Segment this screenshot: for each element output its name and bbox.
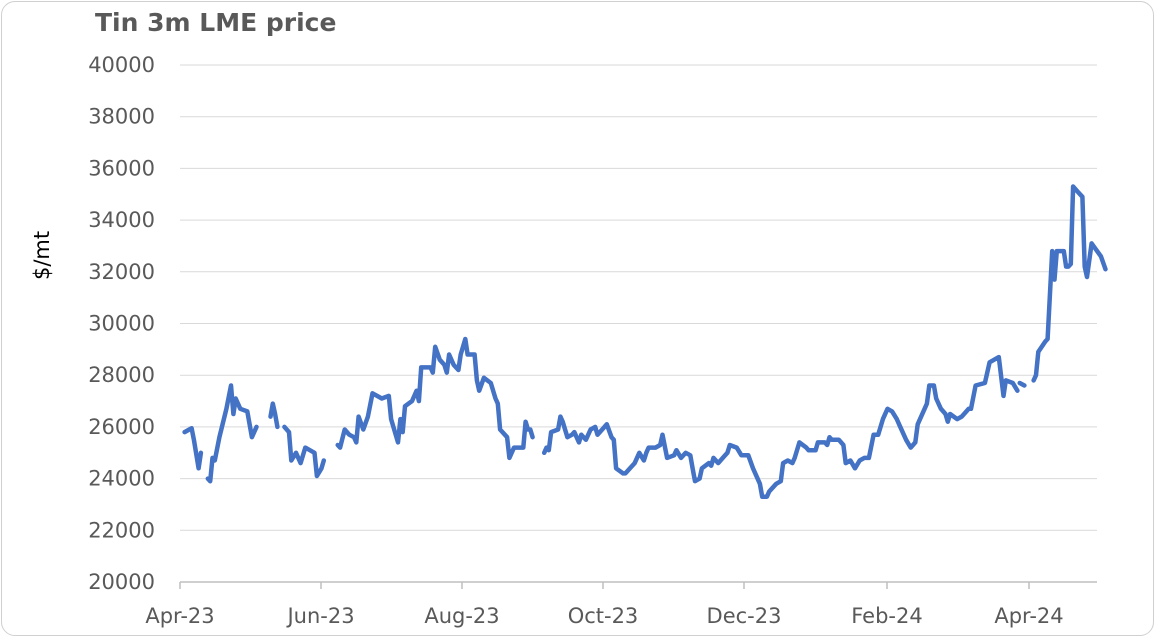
price-series: [182, 184, 1108, 499]
x-tick-label: Jun-23: [285, 604, 354, 628]
series-line-segment: [268, 401, 280, 430]
x-tick-label: Oct-23: [568, 604, 639, 628]
y-tick-label: 24000: [88, 467, 155, 491]
gridlines: [180, 64, 1097, 531]
y-tick-label: 32000: [88, 260, 155, 284]
x-axis: Apr-23 Jun-23 Aug-23 Oct-23 Dec-23 Feb-24 Apr-…: [145, 581, 1097, 628]
series-line-segment: [1017, 380, 1027, 388]
chart-title: Tin 3m LME price: [95, 8, 337, 37]
x-tick-label: Apr-24: [994, 604, 1063, 628]
x-tick-label: Feb-24: [851, 604, 922, 628]
y-tick-label: 28000: [88, 363, 155, 387]
y-tick-label: 36000: [88, 156, 155, 180]
y-tick-label: 30000: [88, 312, 155, 336]
y-tick-label: 34000: [88, 208, 155, 232]
y-tick-label: 38000: [88, 105, 155, 129]
y-tick-label: 40000: [88, 53, 155, 77]
series-line-segment: [205, 383, 259, 484]
y-tick-label: 20000: [88, 570, 155, 594]
series-line-segment: [528, 427, 535, 440]
series-line-segment: [282, 424, 327, 479]
y-tick-label: 26000: [88, 415, 155, 439]
x-tick-label: Apr-23: [145, 604, 214, 628]
x-tick-label: Dec-23: [707, 604, 782, 628]
series-line-segment: [182, 425, 204, 471]
x-tick-label: Aug-23: [424, 604, 499, 628]
series-line-segment: [335, 336, 531, 461]
series-line-segment: [1031, 184, 1108, 383]
y-axis-ticks: 20000 22000 24000 26000 28000 30000 32000 34000…: [88, 53, 155, 594]
series-line-segment: [541, 354, 1020, 499]
y-tick-label: 22000: [88, 518, 155, 542]
